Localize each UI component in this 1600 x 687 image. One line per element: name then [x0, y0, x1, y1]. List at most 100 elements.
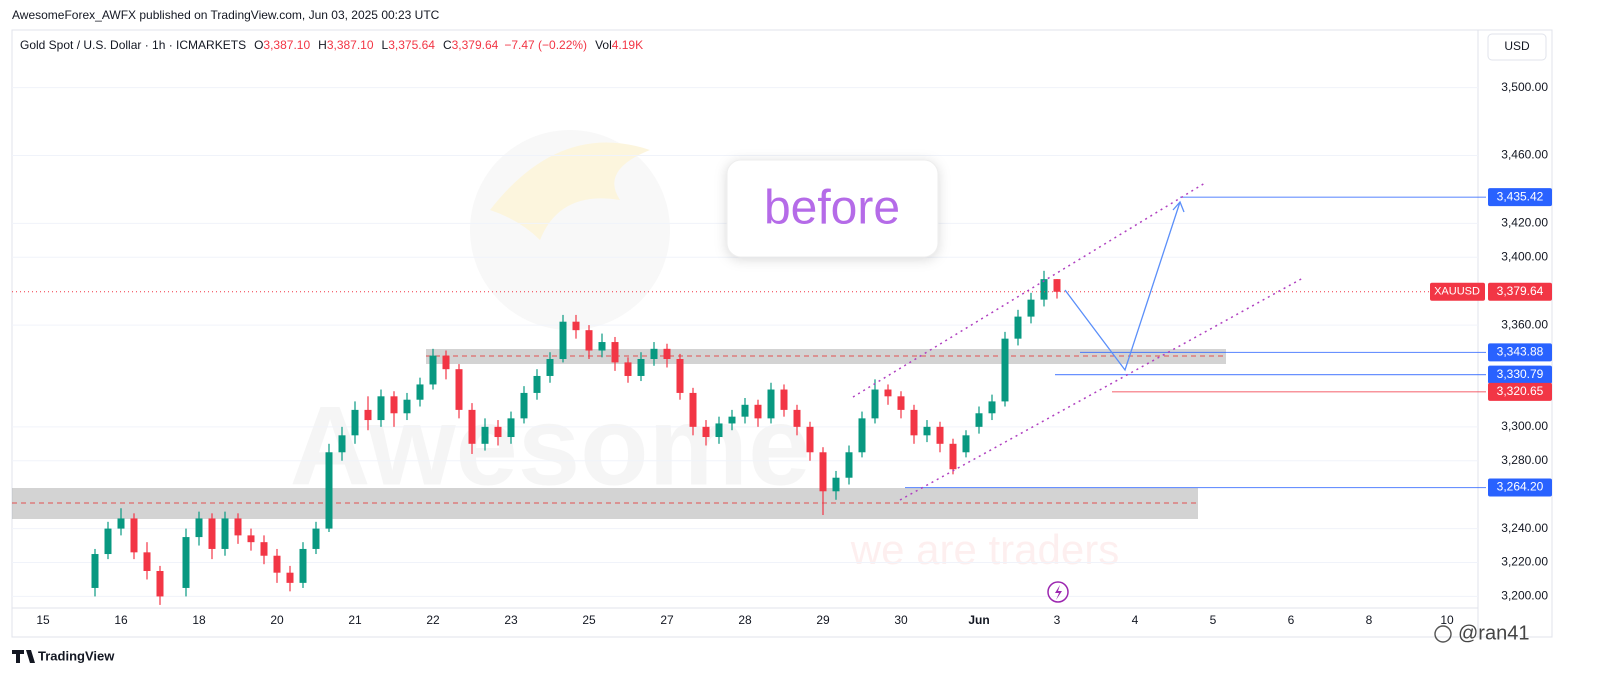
- x-tick-label: 6: [1288, 613, 1295, 627]
- candle-body: [494, 426, 502, 438]
- price-tag-label: 3,264.20: [1497, 480, 1544, 494]
- price-tag-label: 3,435.42: [1497, 189, 1544, 203]
- y-tick-label: 3,460.00: [1501, 148, 1548, 162]
- candles: [12, 196, 1486, 605]
- currency-box[interactable]: [1487, 33, 1547, 61]
- candle-body: [221, 518, 229, 549]
- candle-body: [156, 570, 164, 597]
- y-tick-label: 3,400.00: [1501, 249, 1548, 263]
- symbol-tag: [1430, 282, 1485, 301]
- slogan-text: we are traders: [850, 526, 1119, 573]
- x-tick-label: 21: [348, 613, 362, 627]
- candle-body: [1053, 279, 1061, 292]
- candle-body: [351, 409, 359, 436]
- ohlc-value: 3,387.10: [327, 38, 374, 52]
- candle-body: [780, 389, 788, 410]
- ohlc-key: C: [443, 38, 452, 52]
- candle-body: [936, 426, 944, 444]
- channel-upper: [852, 182, 1206, 398]
- x-tick-label: 3: [1054, 613, 1061, 627]
- candle-body: [689, 392, 697, 427]
- x-tick-label: 22: [426, 613, 440, 627]
- candle-body: [754, 404, 762, 419]
- candle-body: [403, 399, 411, 414]
- candle-body: [468, 409, 476, 444]
- candle-body: [975, 413, 983, 427]
- note-text: before: [764, 182, 900, 235]
- candle-body: [988, 401, 996, 414]
- candle-body: [130, 518, 138, 553]
- candle-body: [715, 423, 723, 438]
- candle-body: [650, 348, 658, 360]
- candle-body: [858, 418, 866, 453]
- arrow-head: [1172, 200, 1185, 213]
- price-tag-label: 3,343.88: [1497, 345, 1544, 359]
- event-icon[interactable]: [1047, 581, 1069, 603]
- x-tick-label: 4: [1132, 613, 1139, 627]
- x-tick-label: 8: [1366, 613, 1373, 627]
- y-tick-label: 3,360.00: [1501, 317, 1548, 331]
- ohlc-value: 3,387.10: [263, 38, 310, 52]
- x-tick-label: 23: [504, 613, 518, 627]
- y-tick-label: 3,200.00: [1501, 589, 1548, 603]
- candle-body: [533, 375, 541, 393]
- price-tag: [1488, 478, 1552, 497]
- grid: [12, 87, 1478, 597]
- currency[interactable]: USD: [1504, 39, 1530, 53]
- note-background: [726, 159, 939, 258]
- candle-body: [520, 392, 528, 419]
- last-price-tag: [1488, 282, 1552, 301]
- candle-body: [806, 426, 814, 453]
- note-box: before: [726, 159, 939, 258]
- y-tick-label: 3,280.00: [1501, 453, 1548, 467]
- candle-body: [546, 359, 554, 376]
- candle-body: [741, 404, 749, 417]
- candle-body: [286, 572, 294, 583]
- candle-body: [325, 452, 333, 529]
- candle-body: [884, 389, 892, 397]
- candle-body: [1014, 316, 1022, 339]
- candle-body: [416, 384, 424, 400]
- ohlc-key: H: [318, 38, 327, 52]
- y-tick-label: 3,220.00: [1501, 555, 1548, 569]
- x-tick-label: 27: [660, 613, 674, 627]
- last-price-label: 3,379.64: [1497, 284, 1544, 298]
- candle-body: [1027, 299, 1035, 317]
- candle-body: [845, 452, 853, 478]
- price-tag: [1488, 343, 1552, 362]
- price-labels: 3,200.00 3,220.00 3,240.00 3,280.00 3,300.00…: [36, 80, 1552, 627]
- y-tick-label: 3,240.00: [1501, 521, 1548, 535]
- brand-logo: [12, 650, 35, 663]
- x-tick-label: 16: [114, 613, 128, 627]
- candle-body: [234, 518, 242, 536]
- x-tick-label: 25: [582, 613, 596, 627]
- candle-body: [195, 518, 203, 538]
- credit: @ran41: [1458, 622, 1529, 644]
- change: −7.47 (−0.22%): [504, 38, 587, 52]
- candle-body: [663, 348, 671, 360]
- candle-body: [832, 477, 840, 492]
- y-tick-label: 3,300.00: [1501, 419, 1548, 433]
- event-bolt: [1055, 585, 1062, 600]
- candle-body: [390, 396, 398, 414]
- candle-body: [1001, 338, 1009, 402]
- price-tag-label: 3,320.65: [1497, 384, 1544, 398]
- legend: Gold Spot / U.S. Dollar · 1h · ICMARKETS…: [20, 38, 643, 52]
- price-tag-label: 3,330.79: [1497, 367, 1544, 381]
- x-tick-label: 28: [738, 613, 752, 627]
- candle-body: [507, 418, 515, 438]
- candle-body: [598, 342, 606, 351]
- volume: 4.19K: [612, 38, 643, 52]
- projection-arrow: [1064, 201, 1181, 372]
- candle-body: [247, 535, 255, 543]
- ohlc-value: 3,379.64: [452, 38, 499, 52]
- candle-body: [585, 330, 593, 351]
- x-tick-label: 18: [192, 613, 206, 627]
- symbol-title: Gold Spot / U.S. Dollar · 1h · ICMARKETS: [20, 38, 246, 52]
- ohlc-value: 3,375.64: [388, 38, 435, 52]
- frame: [11, 29, 1553, 638]
- credit-icon: [1434, 625, 1452, 643]
- candle-body: [312, 528, 320, 549]
